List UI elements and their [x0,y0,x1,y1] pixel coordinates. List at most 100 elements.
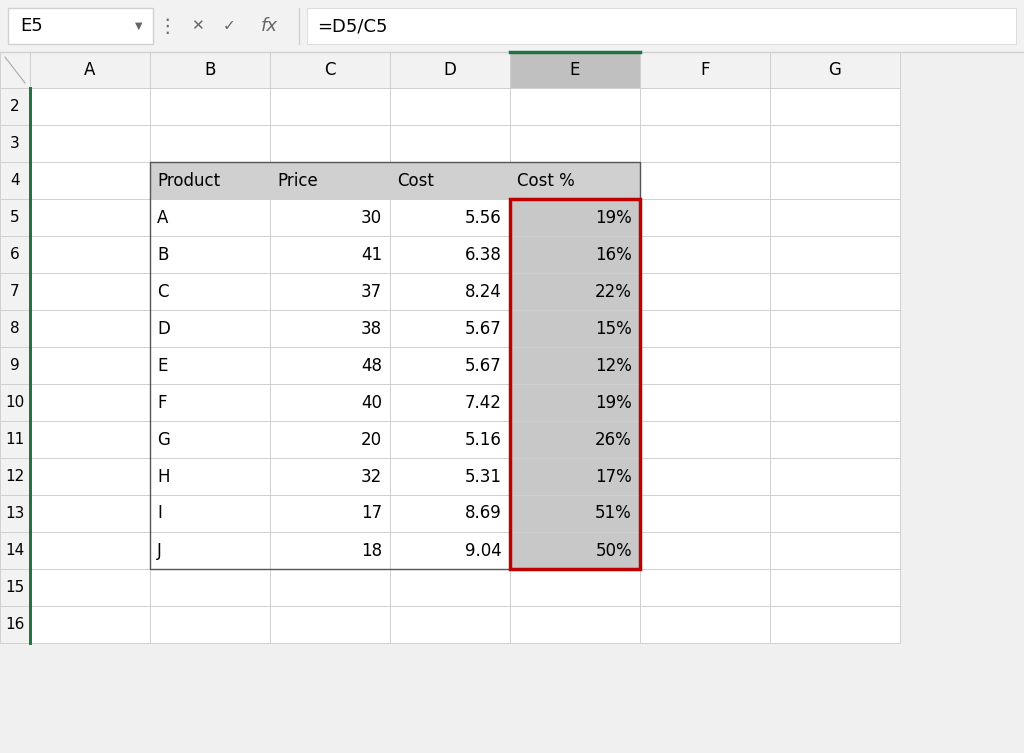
Bar [30,606,150,643]
Bar [390,52,510,88]
Text: 50%: 50% [595,541,632,559]
Bar [150,347,270,384]
Bar [150,532,270,569]
Bar [770,125,900,162]
Bar [770,273,900,310]
Bar [770,347,900,384]
Bar [640,199,770,236]
Bar [270,88,390,125]
Bar [640,532,770,569]
Text: 8: 8 [10,321,19,336]
Text: 11: 11 [5,432,25,447]
Bar [8,8,153,44]
Text: 17: 17 [360,505,382,523]
Text: 15: 15 [5,580,25,595]
Text: G: G [828,61,842,79]
Bar [640,310,770,347]
Bar [150,199,270,236]
Bar [270,310,390,347]
Bar [770,421,900,458]
Bar [390,569,510,606]
Bar [510,421,640,458]
Bar [0,458,30,495]
Bar [510,606,640,643]
Bar [0,88,30,125]
Bar [770,569,900,606]
Bar [0,495,30,532]
Bar [640,52,770,88]
Text: 5.67: 5.67 [465,319,502,337]
Bar [0,606,30,643]
Bar [510,532,640,569]
Bar [30,125,150,162]
Text: 6.38: 6.38 [465,245,502,264]
Text: 32: 32 [360,468,382,486]
Bar [640,347,770,384]
Bar [510,125,640,162]
Text: 8.69: 8.69 [465,505,502,523]
Bar [510,310,640,347]
Text: 18: 18 [360,541,382,559]
Bar [770,52,900,88]
Bar [270,125,390,162]
Text: Price: Price [278,172,317,190]
Bar [150,236,270,273]
Bar [30,199,150,236]
Bar [30,273,150,310]
Bar [270,606,390,643]
Bar [770,606,900,643]
Bar [150,421,270,458]
Text: 15%: 15% [595,319,632,337]
Bar [150,162,640,569]
Text: 4: 4 [10,173,19,188]
Bar [30,310,150,347]
Bar [640,384,770,421]
Bar [640,273,770,310]
Bar [30,384,150,421]
Text: E: E [157,356,167,374]
Bar [770,458,900,495]
Text: B: B [205,61,216,79]
Bar [270,532,390,569]
Bar [640,236,770,273]
Text: 17%: 17% [595,468,632,486]
Text: Cost %: Cost % [517,172,574,190]
Text: B: B [157,245,168,264]
Bar [150,273,270,310]
Bar [0,162,30,199]
Bar [0,52,900,643]
Text: F: F [157,394,167,411]
Text: 30: 30 [360,209,382,227]
Bar [510,162,640,199]
Text: ▼: ▼ [135,21,142,31]
Text: D: D [443,61,457,79]
Bar [510,88,640,125]
Bar [510,273,640,310]
Bar [0,384,30,421]
Bar [150,384,270,421]
Text: J: J [157,541,162,559]
Bar [150,52,270,88]
Bar [150,162,270,199]
Text: ⋮: ⋮ [158,17,177,35]
Text: 19%: 19% [595,209,632,227]
Text: F: F [700,61,710,79]
Bar [150,569,270,606]
Bar [770,199,900,236]
Bar [0,347,30,384]
Text: G: G [157,431,170,449]
Bar [390,421,510,458]
Bar [150,162,270,199]
Bar [390,162,510,199]
Bar [307,8,1016,44]
Text: 26%: 26% [595,431,632,449]
Bar [0,199,30,236]
Bar [270,458,390,495]
Text: 51%: 51% [595,505,632,523]
Text: D: D [157,319,170,337]
Bar [30,569,150,606]
Bar [390,236,510,273]
Text: 12%: 12% [595,356,632,374]
Bar [390,606,510,643]
Bar [510,458,640,495]
